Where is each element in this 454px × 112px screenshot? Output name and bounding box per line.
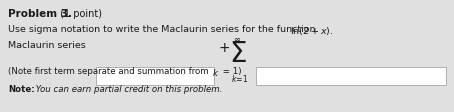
Text: (Note first term separate and summation from: (Note first term separate and summation … (8, 66, 212, 75)
Text: $k\!=\!1$: $k\!=\!1$ (231, 72, 248, 83)
Text: +: + (218, 41, 230, 55)
Text: Note:: Note: (8, 84, 35, 93)
Text: (1 point): (1 point) (57, 9, 102, 19)
Text: Problem 3.: Problem 3. (8, 9, 72, 19)
Text: Maclaurin series: Maclaurin series (8, 41, 86, 50)
FancyBboxPatch shape (96, 67, 214, 85)
Text: $\infty$: $\infty$ (233, 35, 241, 44)
FancyBboxPatch shape (256, 67, 446, 85)
Text: = 1): = 1) (220, 66, 242, 75)
Text: $k$: $k$ (212, 66, 219, 77)
Text: You can earn partial credit on this problem.: You can earn partial credit on this prob… (33, 84, 222, 93)
Text: Use sigma notation to write the Maclaurin series for the function.: Use sigma notation to write the Maclauri… (8, 25, 319, 34)
Text: $\ln(2 + x).$: $\ln(2 + x).$ (290, 25, 333, 37)
Text: $\Sigma$: $\Sigma$ (229, 40, 247, 67)
